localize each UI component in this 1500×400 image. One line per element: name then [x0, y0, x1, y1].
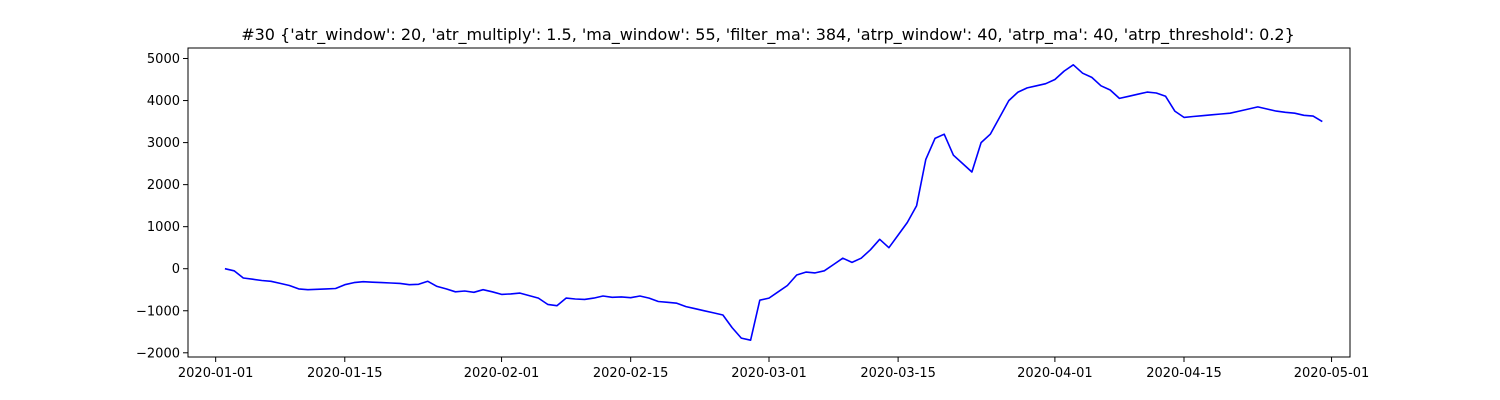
x-tick-label: 2020-03-15: [860, 366, 936, 381]
chart-title: #30 {'atr_window': 20, 'atr_multiply': 1…: [241, 25, 1295, 45]
y-tick-label: 4000: [147, 94, 180, 109]
x-tick-label: 2020-05-01: [1294, 366, 1370, 381]
x-tick-label: 2020-04-01: [1017, 366, 1093, 381]
y-tick-label: 0: [172, 262, 180, 277]
x-tick-label: 2020-02-01: [464, 366, 540, 381]
x-tick-label: 2020-04-15: [1146, 366, 1222, 381]
x-axis: 2020-01-01 2020-01-15 2020-02-01 2020-02-15…: [178, 357, 1369, 381]
y-tick-label: −1000: [136, 304, 180, 319]
y-tick-label: 1000: [147, 220, 180, 235]
x-tick-label: 2020-01-01: [178, 366, 254, 381]
x-tick-label: 2020-01-15: [307, 366, 383, 381]
y-tick-label: 2000: [147, 178, 180, 193]
series-line-1: [224, 64, 1323, 342]
plot-area: [224, 64, 1323, 342]
y-axis: −2000 −1000 0 1000 2000 3000 4000 5000: [136, 52, 188, 361]
x-tick-label: 2020-03-01: [731, 366, 807, 381]
y-tick-label: 5000: [147, 52, 180, 67]
x-tick-label: 2020-02-15: [593, 366, 669, 381]
y-tick-label: 3000: [147, 136, 180, 151]
y-tick-label: −2000: [136, 346, 180, 361]
